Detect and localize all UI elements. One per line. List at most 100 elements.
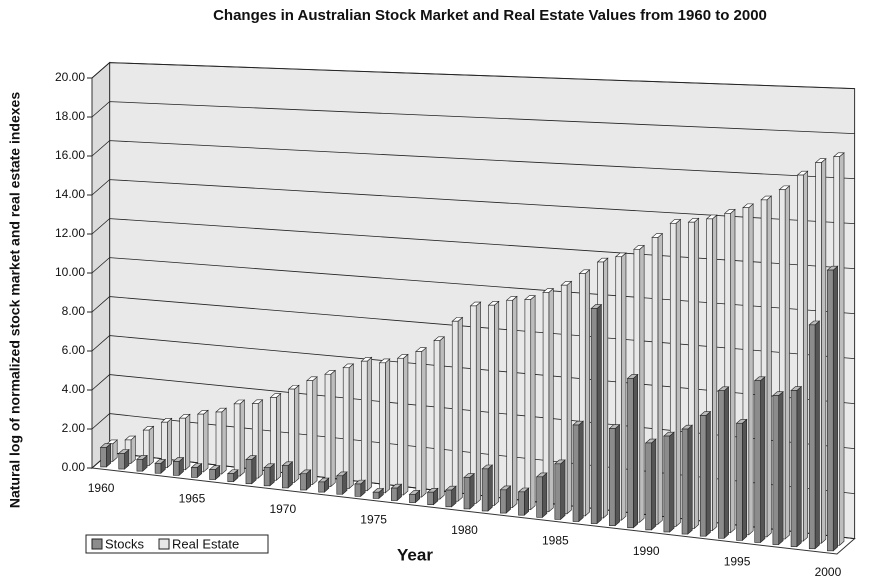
bar-side [669, 431, 675, 533]
legend-label: Stocks [105, 536, 145, 551]
bar-side [603, 257, 609, 519]
bar-side [760, 376, 766, 544]
bar [209, 469, 216, 480]
bar-side [348, 363, 354, 490]
bar-side [148, 425, 154, 467]
bar [354, 483, 362, 497]
grid-line [91, 62, 855, 89]
x-tick-label: 1965 [179, 492, 206, 506]
bar-side [657, 232, 663, 525]
bar [227, 473, 234, 482]
legend-swatch [158, 538, 170, 550]
bar [191, 467, 198, 478]
bar [772, 395, 780, 545]
bar [736, 422, 743, 541]
bar [481, 468, 489, 512]
bar [433, 340, 441, 500]
bar [318, 481, 325, 493]
y-tick-label: 16.00 [55, 148, 85, 162]
bar [415, 351, 422, 498]
bar-side [294, 384, 300, 483]
bar-side [487, 464, 493, 512]
bar [827, 269, 834, 552]
bar-side [439, 336, 445, 500]
bar [197, 413, 204, 473]
bar [645, 442, 652, 531]
bar-side [687, 424, 693, 535]
bar [500, 489, 507, 514]
bar-side [287, 461, 293, 489]
bar-side [621, 252, 627, 521]
bar [397, 357, 404, 496]
bar-side [639, 244, 645, 523]
bar-side [778, 391, 784, 546]
bar [754, 380, 761, 543]
bar-side [748, 203, 754, 536]
bar-side [385, 358, 391, 494]
bar-side [457, 316, 463, 502]
bar-side [403, 353, 409, 496]
bar [281, 465, 289, 489]
bar-side [239, 399, 245, 477]
bar-side [633, 373, 639, 529]
bar-side [802, 170, 808, 542]
bar-side [651, 438, 657, 531]
bar [427, 491, 434, 506]
bar [445, 489, 452, 508]
y-tick-label: 6.00 [62, 343, 86, 357]
bar-side [548, 287, 554, 513]
bar [336, 475, 343, 495]
bar-side [566, 280, 572, 515]
y-tick-label: 14.00 [55, 187, 85, 201]
x-tick-label: 1975 [360, 513, 387, 527]
bar-side [821, 158, 827, 544]
bar-side [221, 407, 227, 475]
bar-side [421, 347, 427, 498]
bar-side [705, 410, 711, 537]
bar-side [524, 487, 530, 516]
bar-side [723, 386, 729, 539]
bar [451, 320, 459, 502]
bar [100, 447, 107, 468]
bar-side [167, 417, 173, 469]
bar [663, 435, 670, 533]
bar [506, 299, 513, 508]
x-tick-label: 1980 [451, 523, 478, 537]
bar [379, 362, 386, 494]
y-tick-label: 8.00 [62, 304, 86, 318]
bar-side [257, 399, 263, 479]
bar-side [712, 214, 718, 532]
bar [172, 461, 180, 476]
bar-side [366, 356, 372, 492]
grid-line [91, 101, 855, 134]
bar [554, 463, 561, 520]
x-tick-label: 1960 [88, 481, 115, 495]
bar [342, 367, 350, 489]
x-tick-label: 1985 [542, 534, 569, 548]
bar [300, 473, 307, 491]
bar-side [675, 218, 681, 528]
bar [118, 453, 125, 470]
bar-side [185, 413, 191, 471]
bar [306, 380, 313, 485]
bar-side [475, 301, 481, 504]
bar [136, 459, 144, 472]
bar-side [530, 295, 536, 511]
y-tick-label: 10.00 [55, 265, 85, 279]
bar-side [312, 376, 318, 486]
bar [718, 390, 725, 539]
chart-title: Changes in Australian Stock Market and R… [213, 7, 767, 24]
bar-side [251, 455, 257, 485]
bar-side [742, 418, 748, 542]
bar [215, 411, 223, 475]
bar-side [796, 385, 802, 548]
bar-side [839, 152, 845, 546]
grid-line [91, 179, 855, 224]
legend-swatch [91, 538, 103, 550]
bar [808, 324, 816, 550]
legend-label: Real Estate [172, 536, 239, 551]
bar-side [330, 369, 336, 488]
bar [361, 360, 368, 492]
y-tick-label: 0.00 [62, 460, 86, 474]
